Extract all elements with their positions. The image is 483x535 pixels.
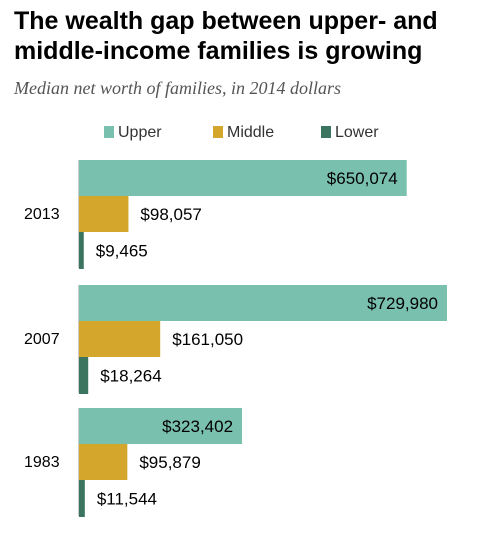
- bar-lower-1983: [79, 480, 85, 517]
- value-label-upper-2007: $729,980: [367, 294, 438, 313]
- bar-upper-1983: [79, 408, 243, 444]
- bar-upper-2013: [79, 160, 407, 196]
- legend-label-upper: Upper: [118, 124, 162, 141]
- chart-title: The wealth gap between upper- and middle…: [14, 7, 438, 65]
- value-label-middle-1983: $95,879: [139, 453, 200, 472]
- value-label-middle-2013: $98,057: [140, 205, 201, 224]
- value-label-lower-1983: $11,544: [97, 490, 157, 509]
- year-label-1983: 1983: [24, 454, 60, 471]
- value-label-middle-2007: $161,050: [172, 330, 243, 349]
- bar-middle-2013: [79, 196, 129, 232]
- legend-swatch-middle: [213, 126, 223, 138]
- legend-swatch-upper: [104, 126, 114, 138]
- value-label-upper-2013: $650,074: [327, 169, 398, 188]
- bar-lower-2013: [79, 232, 84, 269]
- bar-middle-2007: [79, 321, 161, 357]
- bar-middle-1983: [79, 444, 128, 480]
- legend-label-lower: Lower: [335, 124, 379, 141]
- year-label-2013: 2013: [24, 206, 60, 223]
- value-label-lower-2007: $18,264: [100, 367, 161, 386]
- chart-subtitle: Median net worth of families, in 2014 do…: [14, 78, 341, 98]
- legend-swatch-lower: [321, 126, 331, 138]
- legend-label-middle: Middle: [227, 124, 274, 141]
- year-label-2007: 2007: [24, 331, 60, 348]
- value-label-lower-2013: $9,465: [96, 242, 148, 261]
- bar-lower-2007: [79, 357, 89, 394]
- bar-upper-2007: [79, 285, 447, 321]
- value-label-upper-1983: $323,402: [162, 417, 233, 436]
